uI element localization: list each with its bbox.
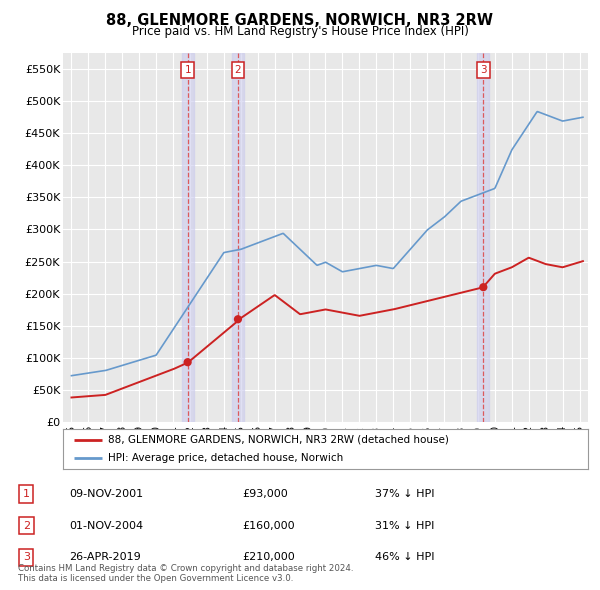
Text: 2: 2 [235,65,241,75]
Text: 3: 3 [23,552,30,562]
Point [479,283,488,292]
Point [233,314,243,324]
Text: 01-NOV-2004: 01-NOV-2004 [70,521,144,530]
Point [183,358,193,367]
Text: 1: 1 [23,489,30,499]
Text: 1: 1 [184,65,191,75]
Text: 31% ↓ HPI: 31% ↓ HPI [375,521,434,530]
Text: 3: 3 [480,65,487,75]
Text: 88, GLENMORE GARDENS, NORWICH, NR3 2RW (detached house): 88, GLENMORE GARDENS, NORWICH, NR3 2RW (… [107,435,449,445]
Text: 09-NOV-2001: 09-NOV-2001 [70,489,144,499]
Text: 2: 2 [23,521,30,530]
Text: £210,000: £210,000 [242,552,295,562]
Bar [478,53,489,422]
Text: £93,000: £93,000 [242,489,288,499]
Text: HPI: Average price, detached house, Norwich: HPI: Average price, detached house, Norw… [107,453,343,463]
Text: Contains HM Land Registry data © Crown copyright and database right 2024.
This d: Contains HM Land Registry data © Crown c… [18,563,353,583]
Text: 46% ↓ HPI: 46% ↓ HPI [375,552,434,562]
Text: £160,000: £160,000 [242,521,295,530]
Text: Price paid vs. HM Land Registry's House Price Index (HPI): Price paid vs. HM Land Registry's House … [131,25,469,38]
Text: 26-APR-2019: 26-APR-2019 [70,552,142,562]
Text: 88, GLENMORE GARDENS, NORWICH, NR3 2RW: 88, GLENMORE GARDENS, NORWICH, NR3 2RW [107,13,493,28]
Bar [232,53,244,422]
Text: 37% ↓ HPI: 37% ↓ HPI [375,489,434,499]
Bar [182,53,194,422]
